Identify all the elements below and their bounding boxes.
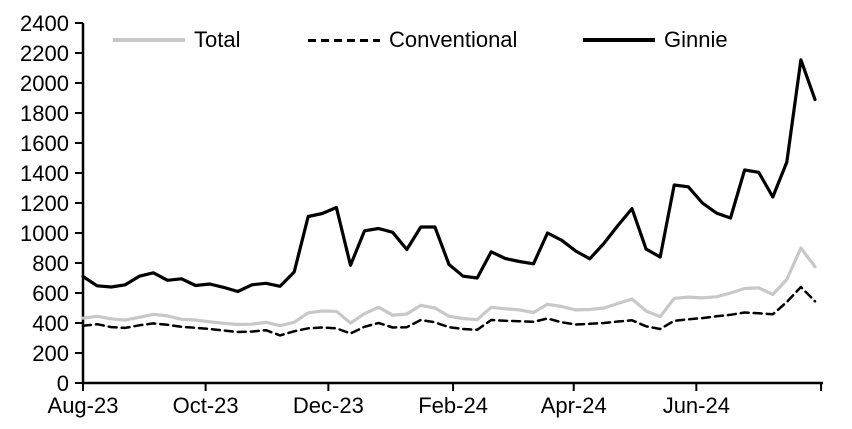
- y-tick-label: 800: [32, 251, 69, 276]
- y-tick-label: 1200: [20, 191, 69, 216]
- legend-item-conventional: Conventional: [308, 28, 517, 52]
- x-tick-label: Oct-23: [173, 393, 239, 418]
- series-line-conventional: [81, 285, 817, 337]
- legend-swatch-ginnie: [583, 38, 655, 42]
- legend-label-total: Total: [194, 27, 241, 52]
- axes: [81, 23, 823, 385]
- y-tick-label: 2200: [20, 41, 69, 66]
- x-tick-label: Apr-24: [541, 393, 607, 418]
- legend-label-ginnie: Ginnie: [664, 27, 728, 52]
- series-line-ginnie: [81, 58, 817, 294]
- y-tick-label: 1000: [20, 221, 69, 246]
- y-tick-label: 1400: [20, 161, 69, 186]
- x-tick-label: Feb-24: [418, 393, 488, 418]
- x-tick-label: Dec-23: [293, 393, 364, 418]
- series-line-total: [81, 246, 817, 328]
- legend-item-total: Total: [113, 28, 240, 52]
- x-tick-label: Jun-24: [663, 393, 730, 418]
- legend-item-ginnie: Ginnie: [583, 28, 728, 52]
- y-tick-label: 1800: [20, 101, 69, 126]
- legend-swatch-total: [113, 38, 185, 42]
- y-tick-label: 1600: [20, 131, 69, 156]
- y-tick-label: 0: [57, 371, 69, 396]
- y-tick-label: 400: [32, 311, 69, 336]
- y-tick-label: 2000: [20, 71, 69, 96]
- y-tick-label: 200: [32, 341, 69, 366]
- y-tick-label: 2400: [20, 11, 69, 36]
- y-tick-label: 600: [32, 281, 69, 306]
- legend-label-conventional: Conventional: [389, 27, 518, 52]
- x-tick-label: Aug-23: [48, 393, 119, 418]
- legend-swatch-conventional: [308, 38, 380, 42]
